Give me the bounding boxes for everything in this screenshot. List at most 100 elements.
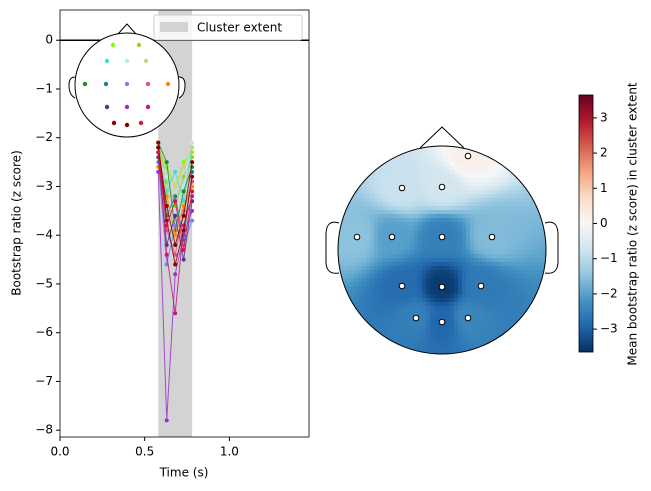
field-cell [346, 290, 351, 295]
field-cell [354, 302, 359, 307]
field-cell [426, 330, 431, 335]
field-cell [410, 198, 415, 203]
field-cell [370, 218, 375, 223]
field-cell [522, 282, 527, 287]
field-cell [422, 270, 427, 275]
field-cell [390, 206, 395, 211]
field-cell [358, 230, 363, 235]
field-cell [446, 242, 451, 247]
field-cell [418, 282, 423, 287]
field-cell [418, 218, 423, 223]
field-cell [422, 226, 427, 231]
field-cell [406, 306, 411, 311]
field-cell [442, 350, 447, 354]
field-cell [378, 302, 383, 307]
field-cell [406, 246, 411, 251]
field-cell [418, 202, 423, 207]
field-cell [402, 274, 407, 279]
field-cell [358, 278, 363, 283]
field-cell [490, 290, 495, 295]
field-cell [398, 182, 403, 187]
field-cell [518, 274, 523, 279]
field-cell [378, 214, 383, 219]
field-cell [526, 250, 531, 255]
field-cell [406, 198, 411, 203]
field-cell [378, 226, 383, 231]
field-cell [362, 238, 367, 243]
field-cell [494, 270, 499, 275]
field-cell [494, 250, 499, 255]
field-cell [490, 258, 495, 263]
field-cell [410, 282, 415, 287]
field-cell [414, 202, 419, 207]
field-cell [486, 178, 491, 183]
field-cell [458, 226, 463, 231]
field-cell [410, 214, 415, 219]
field-cell [530, 198, 535, 203]
field-cell [470, 178, 475, 183]
field-cell [370, 318, 375, 323]
field-cell [374, 322, 379, 327]
field-cell [390, 230, 395, 235]
field-cell [518, 278, 523, 283]
sensor-dot [124, 58, 130, 64]
field-cell [410, 226, 415, 231]
field-cell [402, 230, 407, 235]
field-cell [338, 246, 343, 251]
field-cell [410, 310, 415, 315]
field-cell [346, 230, 351, 235]
field-cell [522, 238, 527, 243]
field-cell [398, 230, 403, 235]
field-cell [398, 206, 403, 211]
field-cell [502, 238, 507, 243]
field-cell [414, 274, 419, 279]
field-cell [450, 206, 455, 211]
field-cell [358, 246, 363, 251]
field-cell [466, 170, 471, 175]
field-cell [442, 278, 447, 283]
field-cell [418, 286, 423, 291]
field-cell [430, 334, 435, 339]
field-cell [346, 250, 351, 255]
field-cell [454, 154, 459, 159]
field-cell [474, 282, 479, 287]
field-cell [466, 238, 471, 243]
field-cell [430, 322, 435, 327]
field-cell [506, 190, 511, 195]
field-cell [378, 290, 383, 295]
field-cell [470, 330, 475, 335]
field-cell [406, 326, 411, 331]
field-cell [386, 174, 391, 179]
field-cell [434, 146, 439, 151]
field-cell [426, 254, 431, 259]
field-cell [494, 274, 499, 279]
field-cell [414, 194, 419, 199]
field-cell [434, 330, 439, 335]
field-cell [350, 242, 355, 247]
field-cell [386, 206, 391, 211]
field-cell [518, 230, 523, 235]
field-cell [514, 262, 519, 267]
field-cell [426, 342, 431, 347]
field-cell [390, 246, 395, 251]
legend-box [153, 14, 303, 41]
field-cell [414, 218, 419, 223]
field-cell [418, 170, 423, 175]
field-cell [498, 210, 503, 215]
field-cell [478, 158, 483, 163]
field-cell [522, 290, 527, 295]
field-cell [530, 282, 535, 287]
field-cell [450, 302, 455, 307]
field-cell [426, 278, 431, 283]
field-cell [514, 178, 519, 183]
field-cell [410, 178, 415, 183]
field-cell [462, 218, 467, 223]
field-cell [350, 306, 355, 311]
field-cell [434, 266, 439, 271]
field-cell [454, 222, 459, 227]
field-cell [486, 170, 491, 175]
field-cell [362, 310, 367, 315]
field-cell [382, 322, 387, 327]
field-cell [446, 238, 451, 243]
